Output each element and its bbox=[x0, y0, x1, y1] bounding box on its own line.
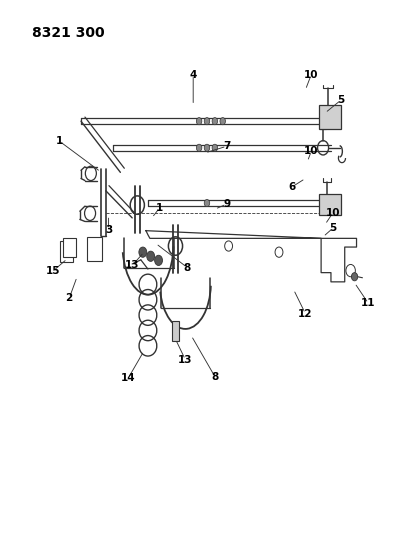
Text: 7: 7 bbox=[222, 141, 230, 151]
Text: 3: 3 bbox=[105, 224, 112, 235]
FancyBboxPatch shape bbox=[171, 321, 178, 341]
Text: 5: 5 bbox=[336, 95, 344, 105]
Text: 13: 13 bbox=[178, 354, 192, 365]
Text: 10: 10 bbox=[303, 70, 318, 79]
FancyBboxPatch shape bbox=[60, 241, 72, 262]
Text: 5: 5 bbox=[328, 223, 336, 233]
Text: 9: 9 bbox=[222, 199, 229, 209]
Circle shape bbox=[204, 199, 209, 207]
Circle shape bbox=[196, 144, 201, 151]
FancyBboxPatch shape bbox=[87, 237, 101, 261]
Circle shape bbox=[211, 144, 217, 151]
Text: 2: 2 bbox=[65, 293, 73, 303]
Circle shape bbox=[196, 118, 201, 125]
Circle shape bbox=[154, 255, 162, 265]
Circle shape bbox=[139, 247, 146, 257]
Text: 1: 1 bbox=[156, 203, 163, 213]
Circle shape bbox=[204, 118, 209, 125]
Text: 4: 4 bbox=[189, 70, 196, 79]
FancyBboxPatch shape bbox=[318, 194, 340, 215]
Circle shape bbox=[204, 144, 209, 151]
Circle shape bbox=[146, 251, 154, 261]
Circle shape bbox=[211, 118, 217, 125]
Text: 1: 1 bbox=[56, 136, 63, 146]
Text: 11: 11 bbox=[360, 298, 375, 309]
Text: 8: 8 bbox=[183, 263, 191, 272]
Text: 6: 6 bbox=[287, 182, 294, 192]
Circle shape bbox=[351, 273, 357, 281]
Text: 10: 10 bbox=[325, 208, 339, 218]
Text: 10: 10 bbox=[303, 147, 318, 156]
FancyBboxPatch shape bbox=[63, 238, 76, 257]
Text: 8: 8 bbox=[211, 372, 218, 382]
Text: 13: 13 bbox=[125, 261, 139, 270]
Text: 12: 12 bbox=[297, 309, 312, 319]
Text: 14: 14 bbox=[121, 373, 135, 383]
Text: 15: 15 bbox=[46, 265, 61, 276]
FancyBboxPatch shape bbox=[318, 105, 340, 130]
Circle shape bbox=[219, 118, 225, 125]
Text: 8321 300: 8321 300 bbox=[32, 26, 104, 40]
